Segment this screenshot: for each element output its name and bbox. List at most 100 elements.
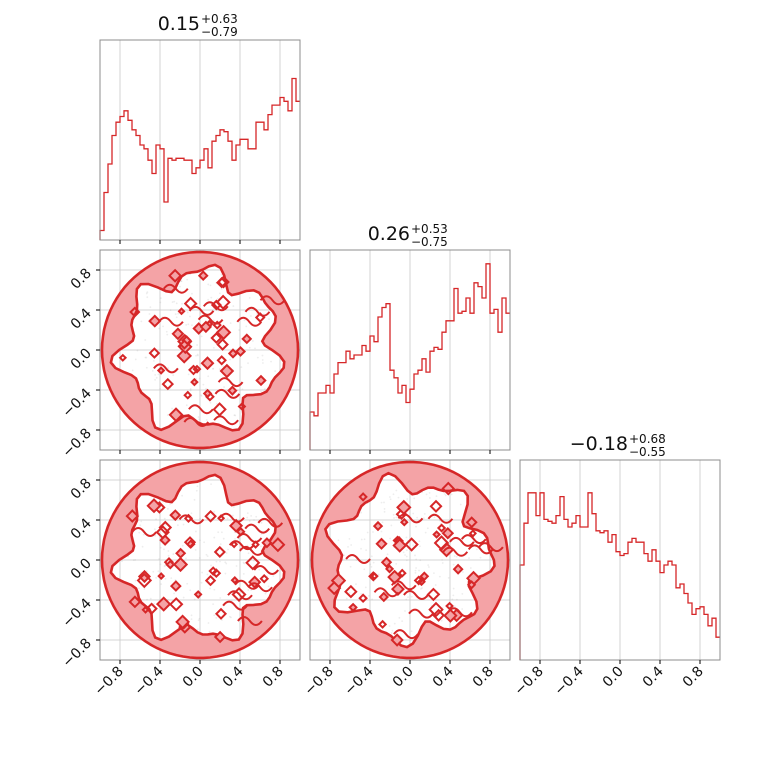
- sample-point: [158, 327, 161, 330]
- sample-point: [233, 414, 236, 417]
- sample-point: [444, 494, 447, 497]
- sample-point: [427, 596, 430, 599]
- sample-point: [225, 552, 228, 554]
- sample-point: [218, 292, 221, 295]
- sample-point: [241, 388, 244, 391]
- sample-point: [380, 530, 383, 533]
- contour-island: [235, 526, 246, 537]
- contour-island: [228, 518, 244, 533]
- contour-island: [158, 520, 173, 535]
- sample-point: [410, 595, 413, 598]
- sample-point: [247, 552, 250, 555]
- sample-point: [180, 280, 183, 283]
- sample-point: [413, 497, 416, 500]
- sample-point: [250, 515, 253, 517]
- contour-island: [137, 569, 152, 584]
- contour-island: [168, 268, 183, 283]
- contour-island: [183, 296, 198, 311]
- sample-point: [386, 553, 389, 556]
- sample-point: [249, 315, 252, 317]
- joint-contour-param-1-vs-3: −0.8 −0.4 0.0 0.4 0.8−0.8−0.40.00.40.8: [59, 459, 301, 699]
- contour-island: [145, 602, 158, 615]
- sample-point: [146, 291, 149, 294]
- contour-island: [235, 345, 247, 357]
- contour-island: [215, 294, 231, 310]
- contour-island: [161, 377, 175, 391]
- sample-point: [159, 387, 162, 390]
- sample-point: [145, 570, 148, 573]
- sample-point: [441, 558, 444, 561]
- contour-island: [202, 388, 213, 399]
- x-tick-label: −0.8: [301, 664, 336, 699]
- sample-point: [420, 587, 422, 590]
- sample-point: [197, 416, 200, 418]
- contour-island: [392, 538, 408, 553]
- sample-point: [196, 344, 199, 346]
- sample-point: [415, 558, 418, 561]
- contour-island: [216, 355, 227, 366]
- sample-point: [215, 560, 218, 563]
- sample-point: [207, 298, 210, 301]
- sample-point: [405, 555, 408, 558]
- sample-point: [456, 598, 458, 601]
- contour-island: [259, 573, 270, 584]
- sample-point: [455, 555, 458, 558]
- sample-point: [145, 292, 148, 295]
- sample-point: [213, 536, 216, 539]
- marginal-title-value-3: −0.18: [570, 433, 628, 455]
- sample-point: [164, 577, 167, 580]
- sample-point: [205, 553, 208, 556]
- sample-point: [200, 394, 203, 397]
- sample-point: [254, 347, 256, 350]
- sample-point: [423, 512, 426, 515]
- contour-island: [419, 571, 430, 582]
- sample-point: [461, 608, 464, 610]
- contour-fragment: [153, 363, 179, 374]
- sample-point: [186, 311, 189, 314]
- contour-island: [380, 556, 393, 569]
- sample-point: [212, 603, 215, 606]
- marginal-title-plus-3: +0.68: [629, 432, 666, 446]
- sample-point: [380, 501, 383, 504]
- sample-point: [153, 602, 156, 605]
- sample-point: [372, 531, 374, 533]
- sample-point: [406, 498, 409, 500]
- sample-point: [260, 390, 262, 393]
- contour-island: [156, 366, 166, 375]
- sample-point: [185, 557, 187, 560]
- contour-fragment: [188, 305, 215, 316]
- x-tick-label: 0.4: [220, 663, 247, 690]
- sample-point: [395, 562, 398, 565]
- sample-point: [146, 598, 148, 601]
- sample-point: [260, 533, 263, 535]
- sample-point: [247, 362, 249, 365]
- sample-point: [459, 503, 462, 506]
- contour-island: [216, 338, 229, 351]
- contour-island: [441, 481, 456, 496]
- sample-point: [453, 555, 456, 557]
- sample-point: [206, 555, 209, 557]
- sample-point: [200, 395, 203, 397]
- sample-point: [371, 598, 374, 601]
- sample-point: [186, 278, 189, 281]
- sample-point: [234, 414, 237, 417]
- sample-point: [245, 325, 248, 328]
- contour-island: [396, 499, 412, 516]
- sample-point: [452, 587, 455, 590]
- sample-point: [347, 546, 349, 548]
- sample-point: [418, 569, 420, 572]
- sample-point: [443, 493, 446, 495]
- contour-fragment: [227, 590, 253, 601]
- sample-point: [392, 513, 395, 516]
- sample-point: [205, 419, 208, 421]
- sample-point: [422, 517, 425, 520]
- sample-point: [388, 625, 391, 627]
- sample-point: [243, 319, 246, 322]
- contour-island: [179, 339, 190, 350]
- joint-contour-param-1-vs-2: −0.8 −0.4 0.0 0.4 0.8: [59, 249, 301, 461]
- sample-point: [452, 594, 455, 597]
- sample-point: [229, 322, 232, 325]
- sample-point: [404, 610, 406, 612]
- contour-island: [399, 517, 409, 527]
- contour-island: [468, 529, 477, 538]
